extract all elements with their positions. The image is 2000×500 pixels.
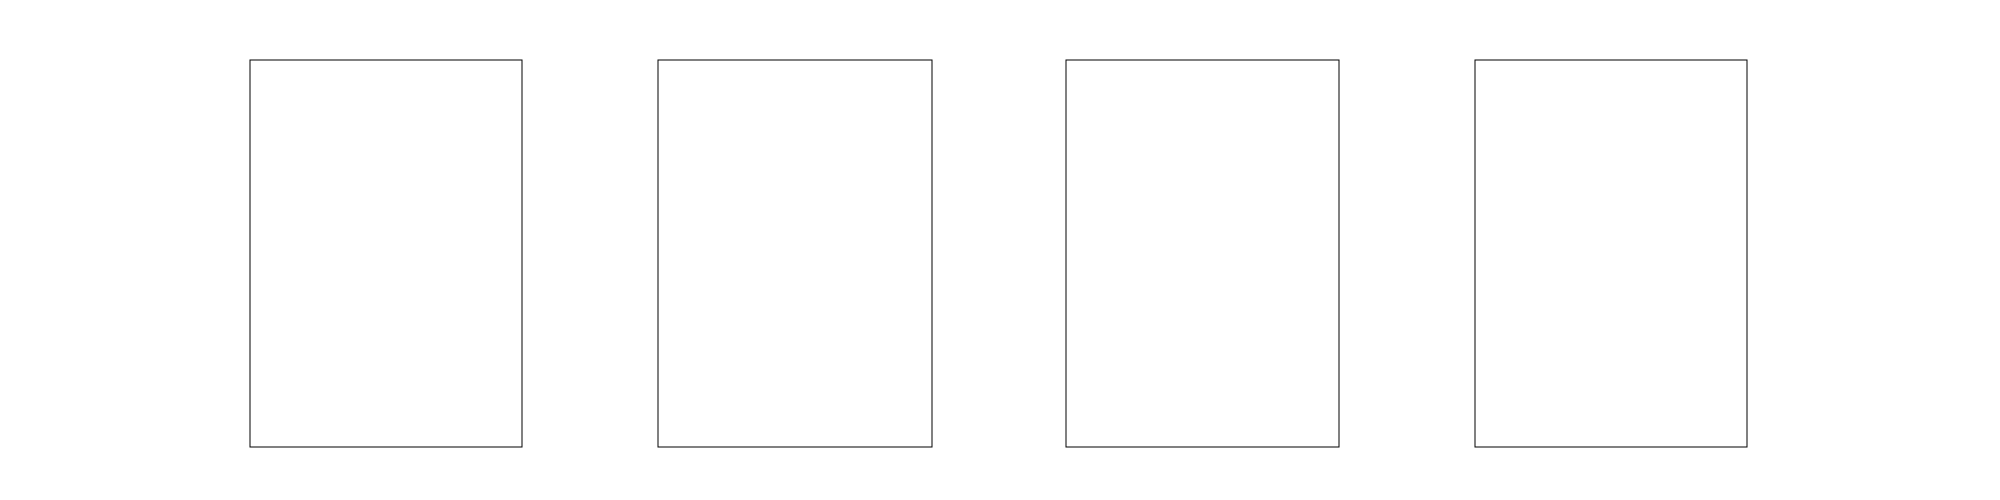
- plot-frame: [1065, 59, 1340, 448]
- plot-frame: [657, 59, 933, 448]
- panel-conditional-mean: [657, 59, 933, 448]
- plot-frame: [249, 59, 523, 448]
- panel-ground-truth: [249, 59, 523, 448]
- plot-frame: [1474, 59, 1748, 448]
- panel-eibv-cost-valley: [1474, 59, 1748, 448]
- panel-prediction-error: [1065, 59, 1340, 448]
